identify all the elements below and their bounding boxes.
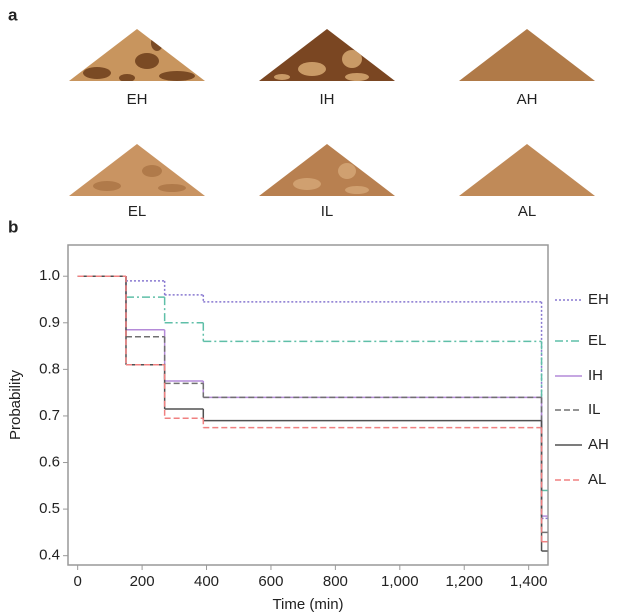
- image-label: IH: [320, 91, 335, 108]
- legend-label: EL: [588, 332, 606, 349]
- y-tick-label: 0.9: [39, 314, 60, 331]
- image-label: AL: [518, 203, 536, 220]
- y-tick-label: 0.5: [39, 500, 60, 517]
- panel-label: b: [8, 217, 18, 236]
- x-tick-label: 1,200: [445, 573, 483, 590]
- y-tick-label: 0.4: [39, 547, 60, 564]
- image-label: EL: [128, 203, 146, 220]
- x-tick-label: 600: [258, 573, 283, 590]
- y-tick-label: 1.0: [39, 267, 60, 284]
- image-label: AH: [517, 91, 538, 108]
- image-label: IL: [321, 203, 334, 220]
- y-tick-label: 0.8: [39, 360, 60, 377]
- y-tick-label: 0.7: [39, 407, 60, 424]
- x-tick-label: 0: [73, 573, 81, 590]
- legend-label: EH: [588, 291, 609, 308]
- legend-label: AH: [588, 436, 609, 453]
- image-label: EH: [127, 91, 148, 108]
- x-tick-label: 1,000: [381, 573, 419, 590]
- x-tick-label: 200: [130, 573, 155, 590]
- image-il: [259, 144, 395, 196]
- image-ah: [459, 29, 595, 81]
- x-tick-label: 800: [323, 573, 348, 590]
- legend-label: AL: [588, 471, 606, 488]
- x-tick-label: 400: [194, 573, 219, 590]
- x-axis-label: Time (min): [272, 596, 343, 613]
- x-tick-label: 1,400: [510, 573, 548, 590]
- y-axis-label: Probability: [7, 369, 24, 440]
- image-el: [69, 144, 205, 196]
- image-al: [459, 144, 595, 196]
- image-ih: [259, 29, 395, 81]
- image-eh: [69, 29, 205, 81]
- panel-label: a: [8, 5, 18, 24]
- legend-label: IH: [588, 367, 603, 384]
- plot-frame: [67, 244, 549, 566]
- legend-label: IL: [588, 401, 601, 418]
- y-tick-label: 0.6: [39, 453, 60, 470]
